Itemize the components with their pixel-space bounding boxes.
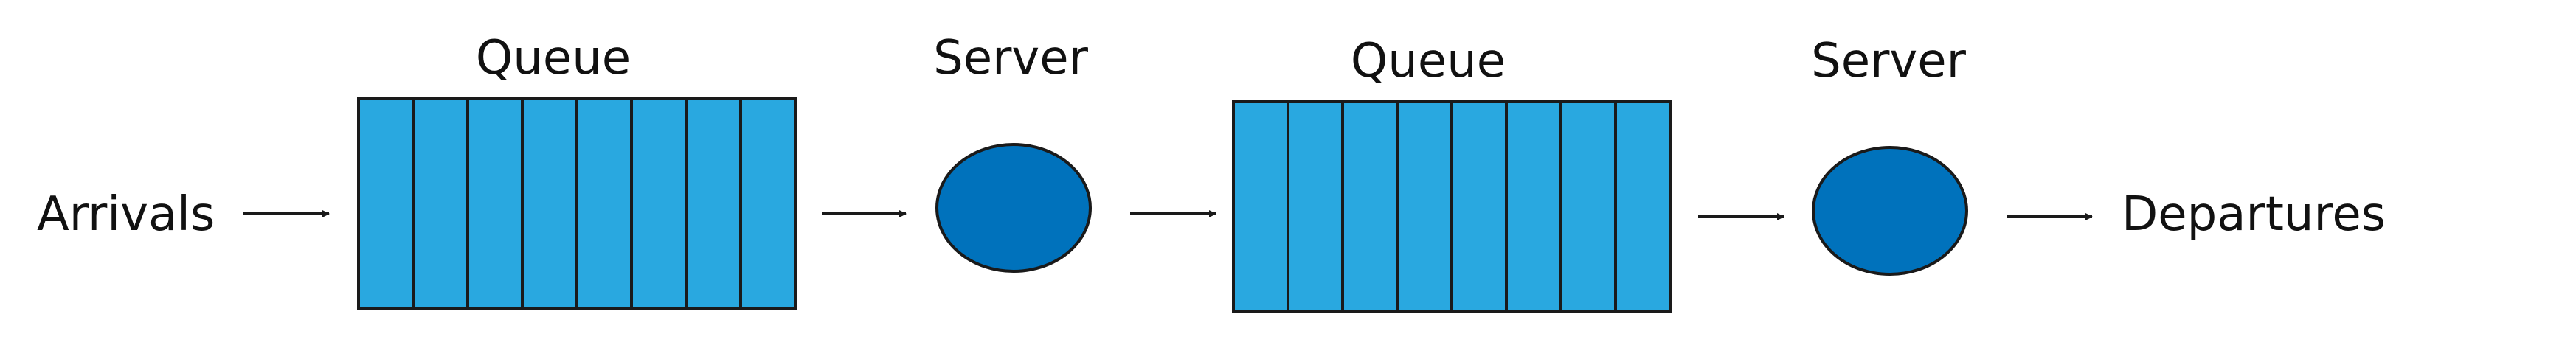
- departures-label: Departures: [2122, 187, 2386, 242]
- queue-2-label: Queue: [1351, 34, 1506, 88]
- queue-2-slot-dividers: [1287, 102, 1617, 312]
- queue-1: [357, 97, 797, 310]
- arrivals-label: Arrivals: [37, 187, 215, 242]
- queue-2: [1232, 100, 1672, 313]
- queue-1-label: Queue: [476, 31, 631, 86]
- queue-1-slot-dividers: [412, 99, 742, 309]
- server-2-label: Server: [1811, 34, 1967, 88]
- server-1-label: Server: [933, 31, 1089, 86]
- server-1: [935, 143, 1092, 273]
- server-2: [1812, 146, 1968, 276]
